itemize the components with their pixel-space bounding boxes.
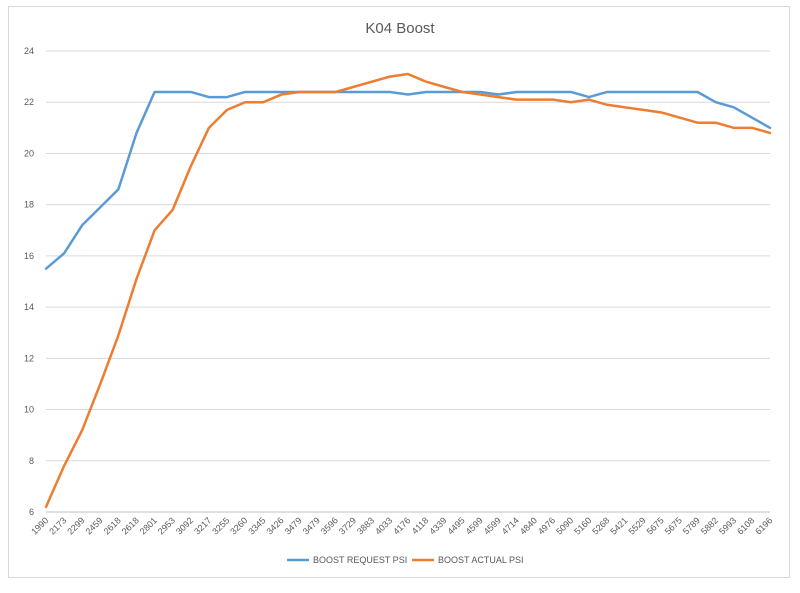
x-tick-label: 6196 xyxy=(753,515,774,536)
legend: BOOST REQUEST PSI BOOST ACTUAL PSI xyxy=(287,555,524,565)
x-tick-label: 2299 xyxy=(65,515,86,536)
x-tick-label: 2801 xyxy=(138,515,159,536)
x-tick-label: 3479 xyxy=(301,515,322,536)
x-tick-label: 3729 xyxy=(337,515,358,536)
x-tick-label: 4714 xyxy=(500,515,521,536)
x-tick-label: 3479 xyxy=(283,515,304,536)
x-tick-label: 5789 xyxy=(681,515,702,536)
x-tick-label: 5675 xyxy=(663,515,684,536)
y-axis-ticks: 6 8 10 12 14 16 18 20 22 24 xyxy=(24,46,34,517)
gridlines xyxy=(46,50,770,513)
x-tick-label: 5882 xyxy=(699,515,720,536)
x-tick-label: 3345 xyxy=(246,515,267,536)
x-tick-label: 3883 xyxy=(355,515,376,536)
x-tick-label: 5268 xyxy=(590,515,611,536)
x-tick-label: 2618 xyxy=(102,515,123,536)
series-line-2 xyxy=(44,72,772,509)
series-lines xyxy=(44,72,772,509)
x-tick-label: 4339 xyxy=(427,515,448,536)
x-tick-label: 3255 xyxy=(210,515,231,536)
x-tick-label: 2618 xyxy=(120,515,141,536)
legend-label: BOOST ACTUAL PSI xyxy=(438,555,524,565)
x-tick-label: 2953 xyxy=(156,515,177,536)
x-tick-label: 3596 xyxy=(319,515,340,536)
y-tick-label: 16 xyxy=(24,251,34,261)
x-tick-label: 5529 xyxy=(626,515,647,536)
x-tick-label: 5993 xyxy=(717,515,738,536)
x-tick-label: 5160 xyxy=(572,515,593,536)
y-tick-label: 6 xyxy=(29,507,34,517)
x-tick-label: 3260 xyxy=(228,515,249,536)
x-tick-label: 3426 xyxy=(264,515,285,536)
x-tick-label: 4495 xyxy=(445,515,466,536)
y-tick-label: 20 xyxy=(24,148,34,158)
y-tick-label: 22 xyxy=(24,97,34,107)
y-tick-label: 18 xyxy=(24,200,34,210)
y-tick-label: 10 xyxy=(24,405,34,415)
y-tick-label: 14 xyxy=(24,302,34,312)
chart-title: K04 Boost xyxy=(365,20,435,37)
x-tick-label: 4599 xyxy=(482,515,503,536)
x-tick-label: 2173 xyxy=(47,515,68,536)
x-tick-label: 4599 xyxy=(464,515,485,536)
x-tick-label: 5675 xyxy=(645,515,666,536)
y-tick-label: 12 xyxy=(24,353,34,363)
legend-label: BOOST REQUEST PSI xyxy=(313,555,407,565)
x-tick-label: 4033 xyxy=(373,515,394,536)
x-tick-label: 5421 xyxy=(608,515,629,536)
x-tick-label: 4976 xyxy=(536,515,557,536)
chart-frame xyxy=(8,6,790,578)
x-tick-label: 5090 xyxy=(554,515,575,536)
x-tick-label: 3217 xyxy=(192,515,213,536)
x-tick-label: 4840 xyxy=(518,515,539,536)
y-tick-label: 8 xyxy=(29,456,34,466)
x-tick-label: 2459 xyxy=(83,515,104,536)
x-axis-ticks: 1990217322992459261826182801295330923217… xyxy=(29,515,774,536)
x-tick-label: 1990 xyxy=(29,515,50,536)
x-tick-label: 4176 xyxy=(391,515,412,536)
x-tick-label: 3092 xyxy=(174,515,195,536)
x-tick-label: 6108 xyxy=(735,515,756,536)
x-tick-label: 4118 xyxy=(410,515,431,536)
series-line-1 xyxy=(44,90,772,270)
y-tick-label: 24 xyxy=(24,46,34,56)
